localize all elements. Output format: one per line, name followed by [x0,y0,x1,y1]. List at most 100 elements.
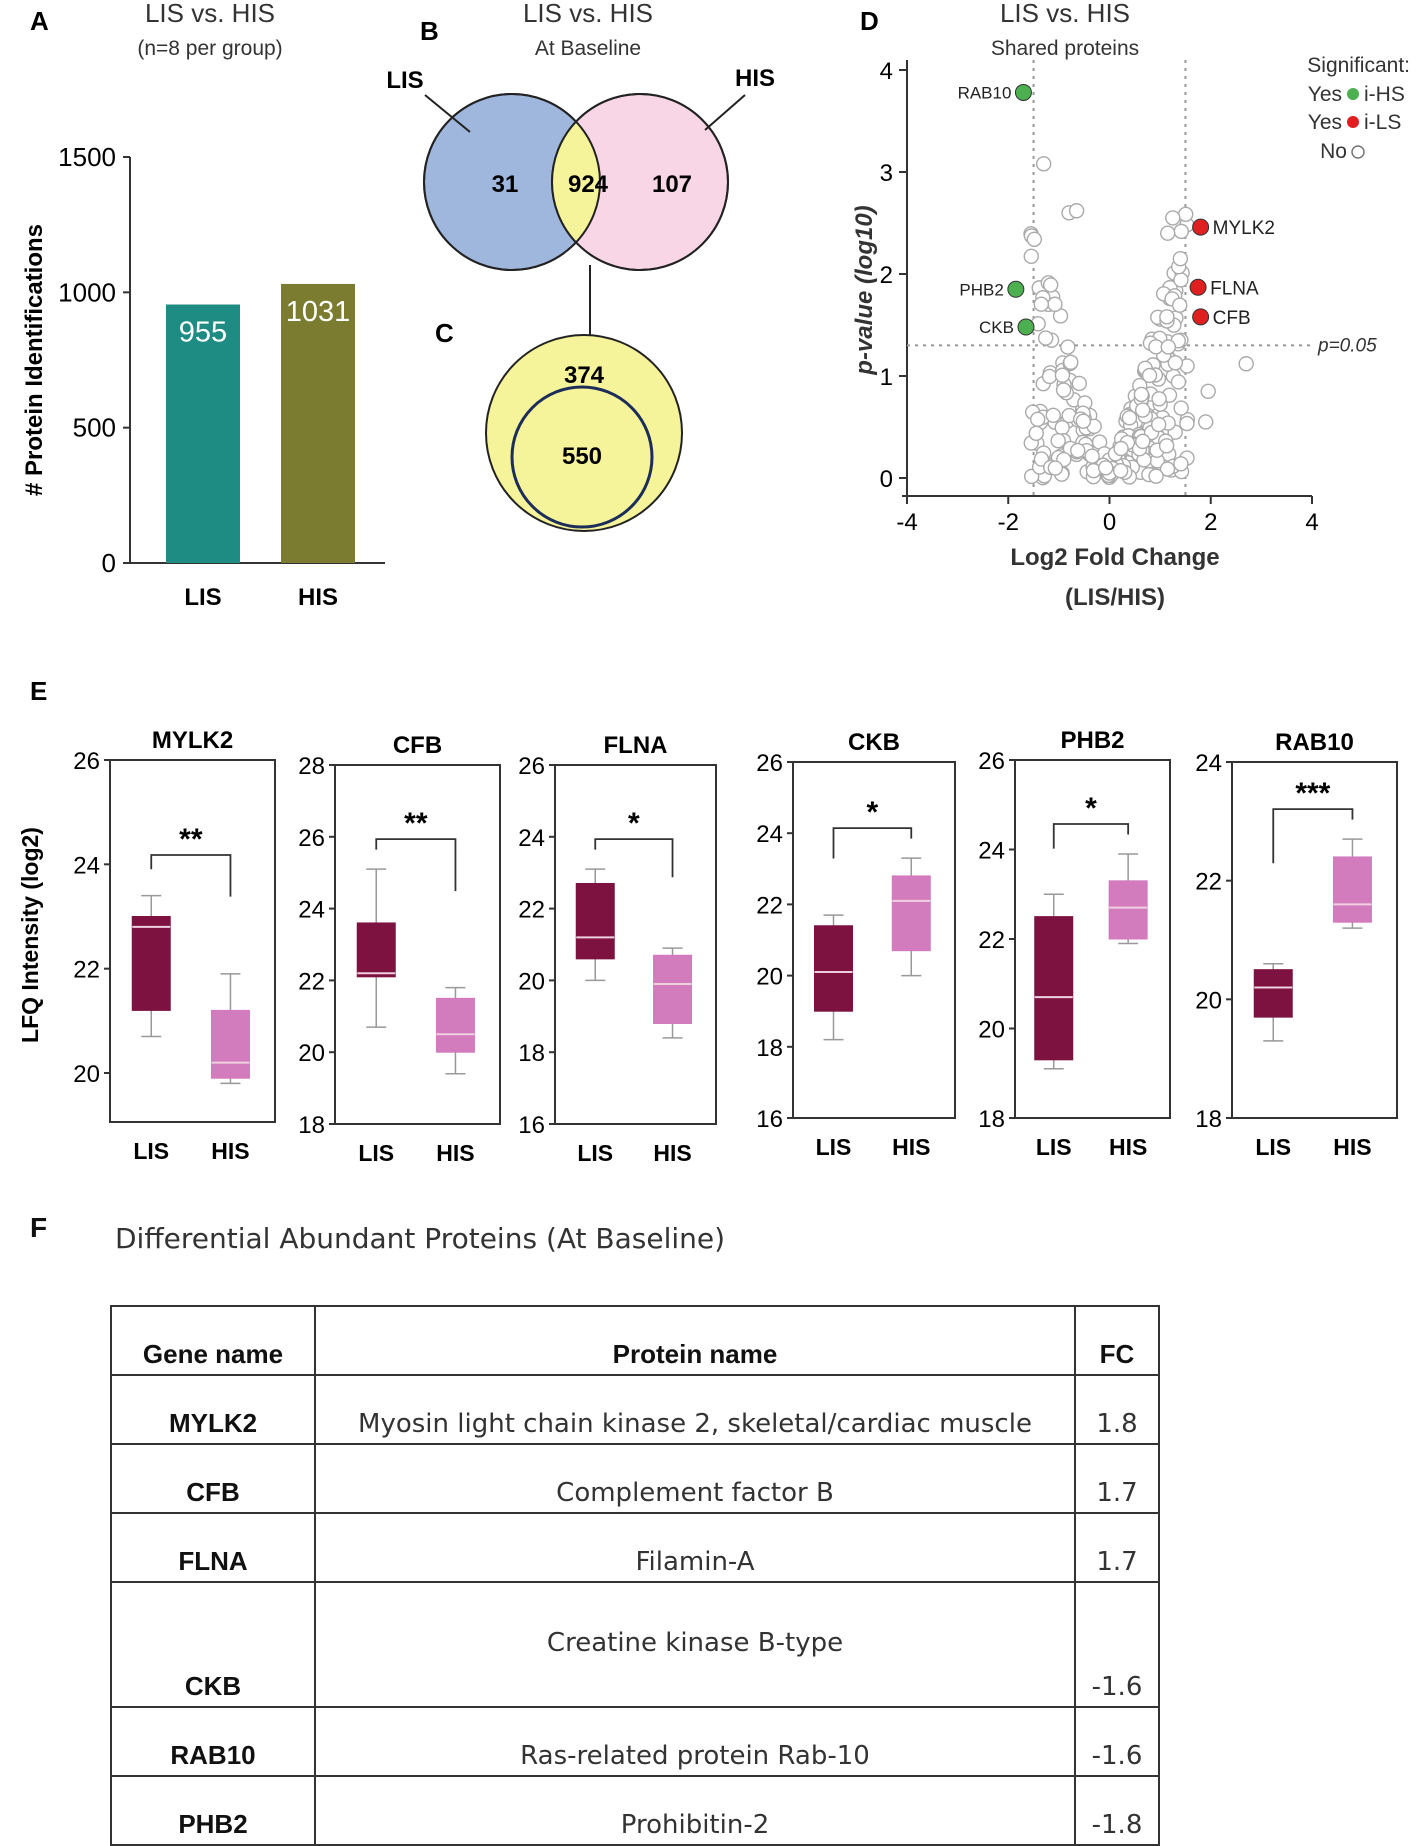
point-label: FLNA [1210,278,1259,299]
plot-frame [554,764,717,1125]
fc-cell: -1.6 [1074,1581,1160,1708]
point-no [1098,460,1114,476]
point-no [1158,438,1175,454]
point-no [1160,225,1176,241]
point-no [1172,297,1188,313]
significance-stars: * [628,807,640,840]
legend-yes-red: Yes [1308,111,1342,134]
y-tick-label: 20 [298,1040,325,1067]
bar-value-label: 1031 [286,296,351,328]
y-tick-label: 24 [1195,750,1222,777]
point-no [1084,448,1100,464]
panel-d-subtitle: Shared proteins [991,37,1139,60]
significance-bracket [1052,823,1130,849]
y-tick-label: 20 [73,1061,100,1088]
fc-cell: 1.7 [1074,1443,1160,1514]
y-tick-label: 22 [518,897,545,924]
protein-cell: Creatine kinase B-type [314,1581,1076,1708]
point-no [1038,330,1054,346]
plot-frame [109,759,276,1123]
y-tick-label: 1 [880,364,893,391]
point-no [1023,248,1039,265]
box-lis [1253,969,1293,1018]
panel-e-ylabel: LFQ Intensity (log2) [17,827,43,1043]
y-tick-label: 20 [756,964,783,991]
y-tick-label: 1500 [58,142,116,172]
table-row: RAB10 Ras-related protein Rab-10 -1.6 [110,1706,1160,1777]
y-tick-label: 18 [298,1112,325,1139]
x-tick-label: HIS [1109,1134,1147,1160]
point-flna [1189,278,1207,296]
point-no [1047,460,1064,476]
y-tick-label: 0 [102,548,116,578]
box-lis [1034,916,1074,1061]
venn-his-label: HIS [735,65,775,92]
point-no [1173,223,1189,240]
point-ckb [1017,318,1035,336]
point-no [1042,277,1059,293]
protein-cell: Prohibitin-2 [314,1775,1076,1846]
y-tick-label: 26 [518,753,545,780]
panel-d-xlabel: Log2 Fold Change [1010,544,1219,571]
y-tick-label: 26 [978,748,1005,775]
y-tick-label: 0 [880,466,893,493]
point-no [1035,156,1052,172]
venn-his-only: 107 [652,171,692,198]
legend-no: No [1320,140,1347,163]
point-no [1197,414,1214,430]
boxplot-ckb: CKB 16 18 20 22 24 26 LIS HIS * [756,729,956,1160]
panel-a-ylabel: # Protein Identifications [21,224,48,496]
panel-d: D LIS vs. HIS Shared proteins Significan… [851,0,1410,611]
significance-bracket [375,838,457,892]
box-his [1108,880,1148,940]
point-no [1160,339,1176,355]
significance-bracket [1272,808,1354,864]
point-no [1159,309,1175,325]
plot-frame [334,764,501,1125]
box-lis [356,922,396,978]
panel-d-xlabel2: (LIS/HIS) [1065,584,1165,611]
significance-stars: ** [404,807,428,840]
y-tick-label: 22 [978,927,1005,954]
x-tick-label: LIS [184,584,221,611]
y-tick-label: 26 [756,750,783,777]
gene-cell: RAB10 [110,1706,316,1777]
header-gene: Gene name [110,1305,316,1376]
point-mylk2 [1192,218,1210,236]
box-lis [814,925,853,1012]
protein-cell: Ras-related protein Rab-10 [314,1706,1076,1777]
point-no [1063,354,1079,370]
panel-b-title: LIS vs. HIS [523,0,653,28]
point-no [1173,272,1189,288]
venn-c-inner-count: 550 [562,443,602,470]
y-tick-label: 28 [298,753,325,780]
box-his [210,1009,250,1079]
plot-title: MYLK2 [152,727,233,754]
point-no [1173,456,1189,472]
y-tick-label: 1000 [58,277,116,307]
x-tick-label: LIS [358,1140,394,1166]
point-label: CFB [1213,308,1251,329]
box-his [1332,856,1372,923]
x-tick-label: HIS [211,1138,249,1164]
point-no [1071,375,1088,392]
x-tick-label: HIS [436,1140,474,1166]
point-no [1172,251,1189,267]
panel-b-subtitle: At Baseline [535,37,641,60]
x-tick-label: 4 [1305,509,1318,536]
point-no [1200,383,1216,399]
legend-yes-green: Yes [1308,83,1342,106]
box-his [653,954,693,1024]
point-no [1068,203,1085,219]
point-no [1033,296,1050,312]
panel-b: B LIS vs. HIS At Baseline LIS HIS 31 924… [386,0,775,350]
y-tick-label: 16 [756,1106,783,1133]
panel-f-letter: F [30,1212,48,1243]
gene-cell: FLNA [110,1512,316,1583]
significance-bracket [594,838,674,878]
plot-title: RAB10 [1275,729,1354,756]
box-lis [575,882,615,960]
point-no [1133,386,1150,403]
protein-cell: Filamin-A [314,1512,1076,1583]
table-header-row: Gene name Protein name FC [110,1305,1160,1376]
